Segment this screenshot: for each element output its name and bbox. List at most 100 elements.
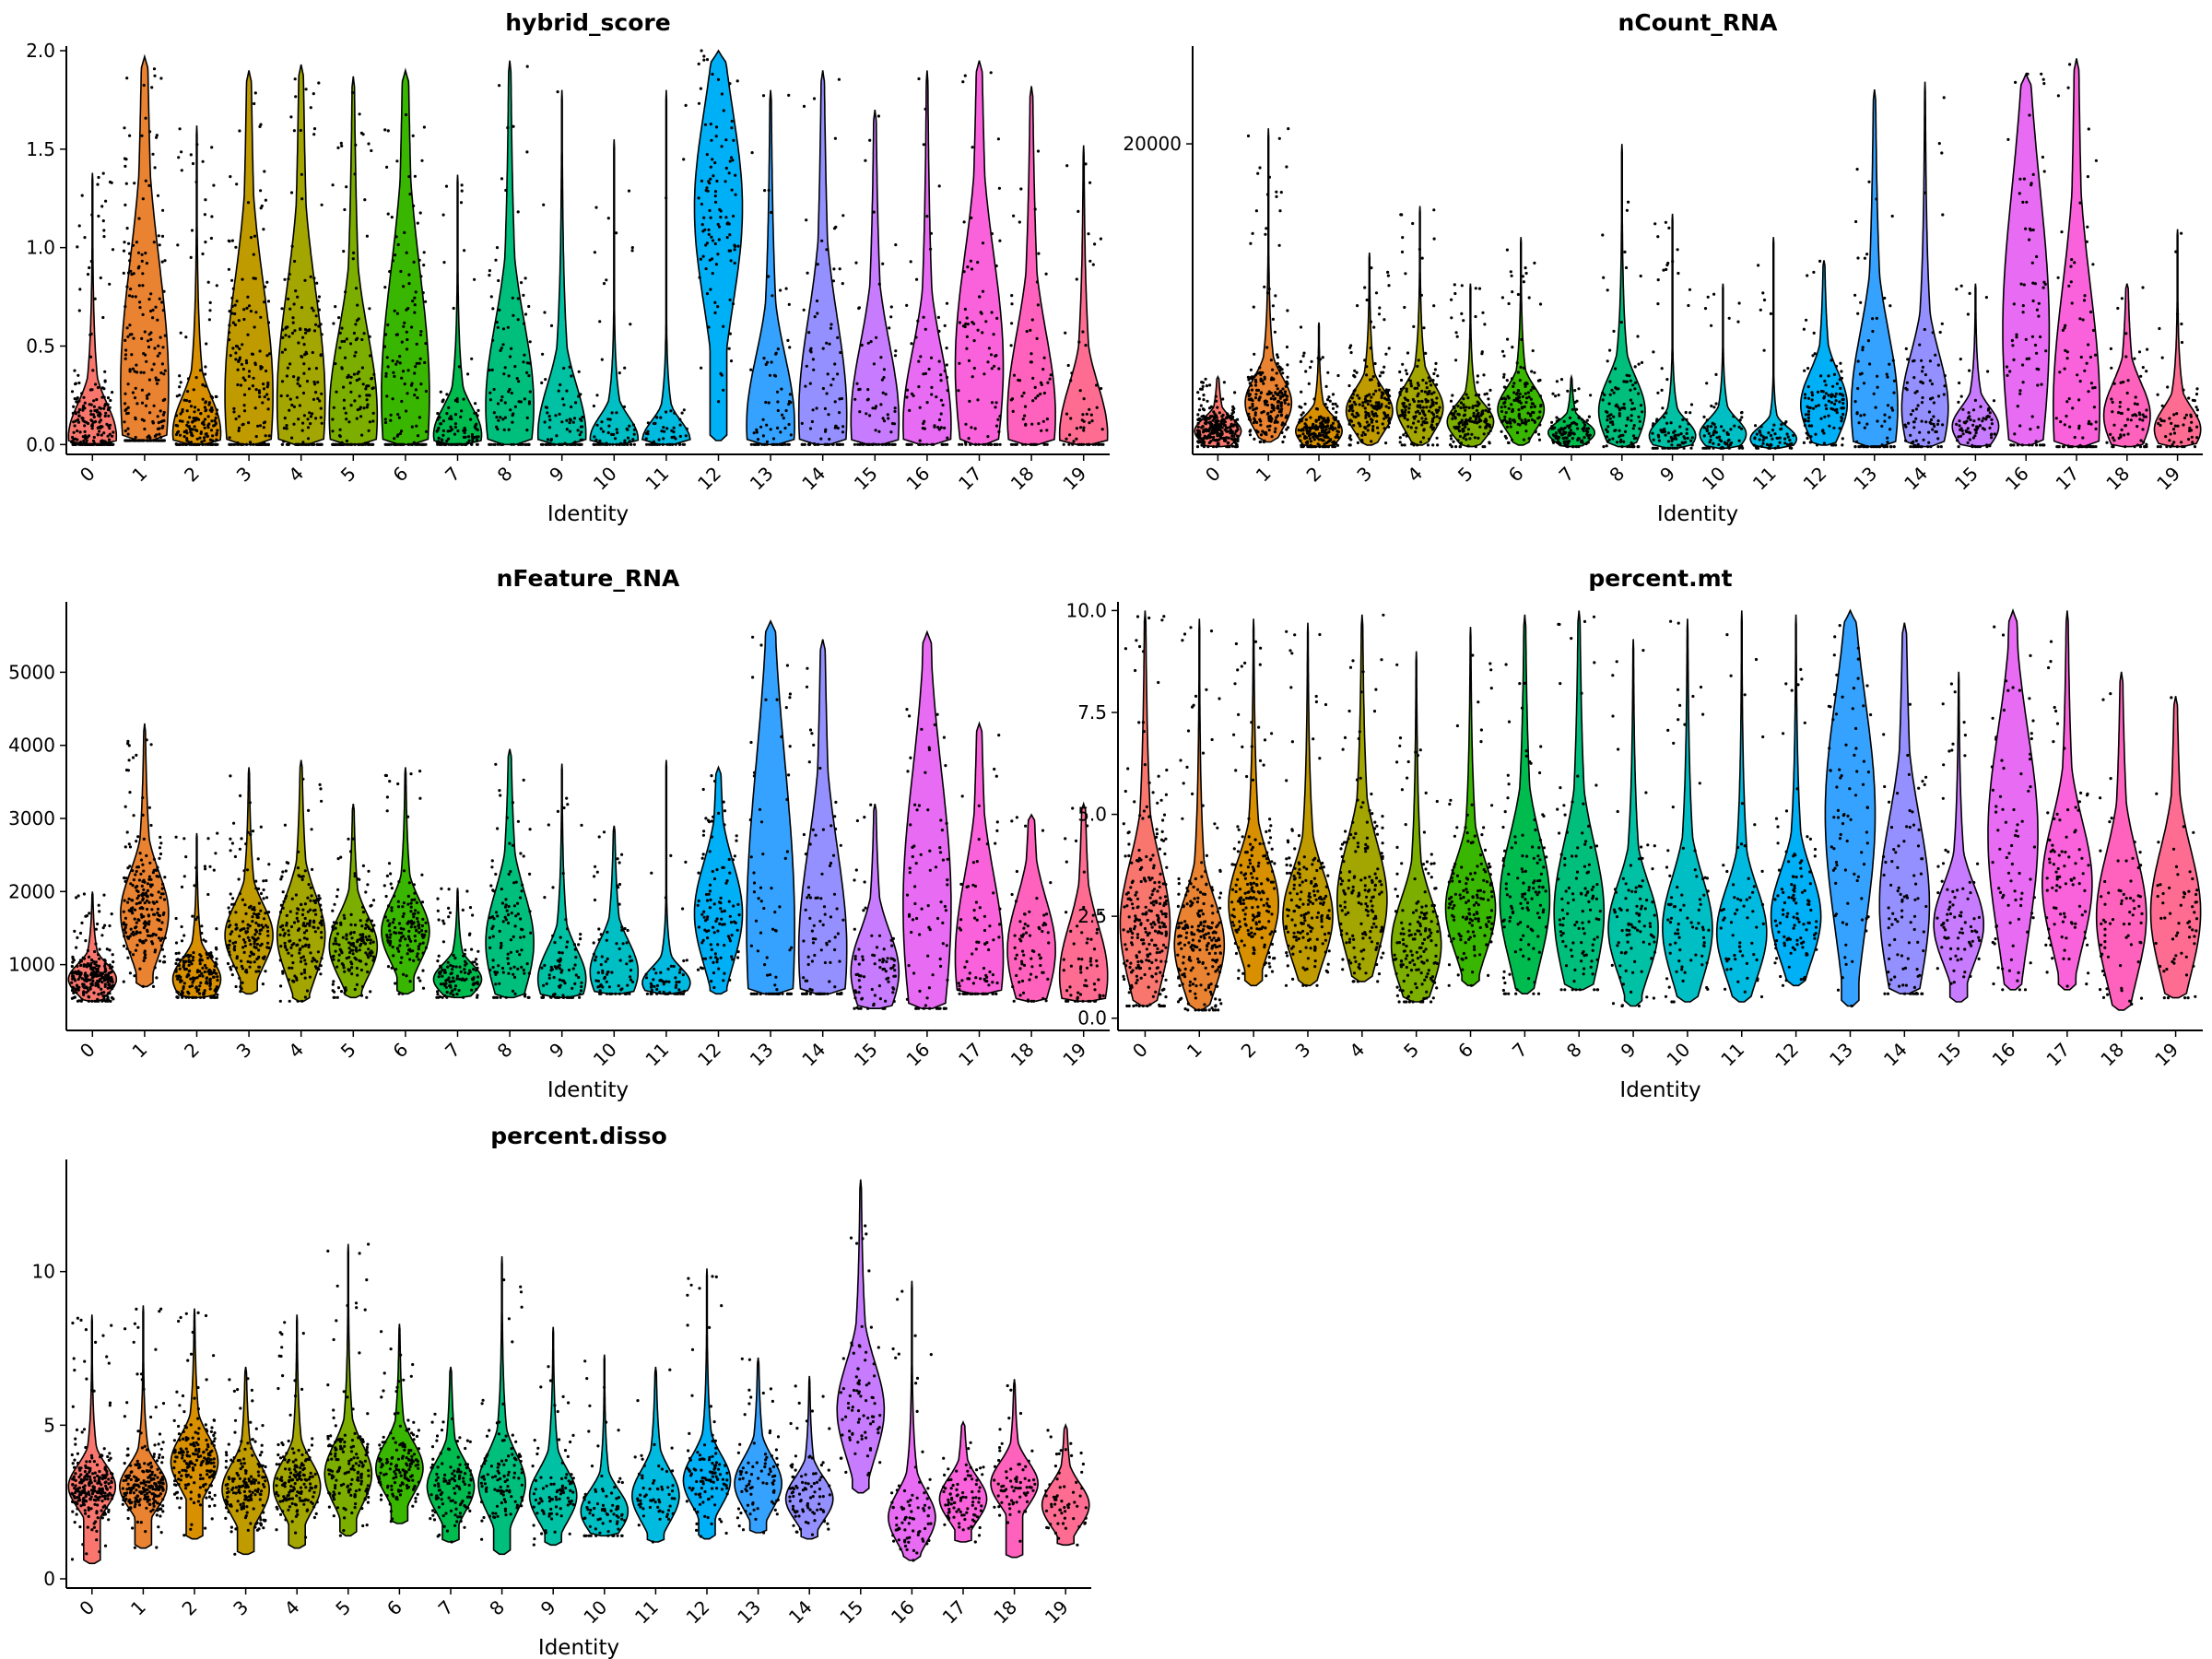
data-point	[73, 397, 76, 401]
data-point	[2086, 225, 2089, 229]
data-point	[1089, 413, 1093, 417]
data-point	[2070, 258, 2074, 262]
data-point	[727, 347, 731, 350]
data-point	[188, 416, 192, 419]
data-point	[1417, 392, 1420, 395]
data-point	[977, 442, 981, 446]
data-point	[133, 396, 137, 400]
data-point	[361, 382, 365, 386]
data-point	[528, 340, 532, 344]
data-point	[103, 404, 107, 407]
data-point	[302, 371, 306, 375]
x-tick-label: 10	[1698, 463, 1730, 495]
data-point	[416, 434, 420, 438]
data-point	[1254, 380, 1258, 384]
data-point	[289, 191, 294, 194]
data-point	[1380, 394, 1383, 397]
data-point	[453, 413, 458, 417]
data-point	[1607, 438, 1611, 441]
data-point	[383, 128, 387, 132]
data-point	[1325, 424, 1330, 428]
data-point	[319, 416, 323, 419]
data-point	[1234, 442, 1239, 446]
data-point	[1942, 96, 1946, 100]
data-point	[2031, 228, 2035, 232]
data-point	[1608, 417, 1612, 420]
data-point	[1611, 422, 1615, 427]
data-point	[614, 437, 618, 441]
data-point	[1620, 445, 1624, 449]
data-point	[1477, 394, 1481, 397]
data-point	[1380, 371, 1383, 374]
data-point	[1475, 408, 1478, 412]
data-point	[93, 420, 97, 424]
data-point	[733, 248, 736, 252]
data-point	[159, 335, 162, 339]
data-point	[253, 406, 257, 410]
data-point	[259, 123, 263, 126]
data-point	[279, 394, 283, 398]
data-point	[311, 350, 314, 355]
data-point	[103, 414, 107, 418]
data-point	[1920, 419, 1924, 423]
data-point	[349, 390, 353, 394]
data-point	[1610, 388, 1614, 392]
data-point	[383, 442, 387, 446]
data-point	[1855, 168, 1859, 171]
data-point	[247, 370, 252, 373]
data-point	[682, 408, 686, 412]
data-point	[345, 439, 348, 442]
data-point	[1369, 320, 1373, 324]
data-point	[1865, 445, 1869, 449]
data-point	[287, 297, 290, 300]
data-point	[1249, 241, 1253, 245]
data-point	[623, 441, 627, 444]
data-point	[424, 300, 428, 303]
data-point	[1505, 379, 1509, 382]
data-point	[159, 371, 163, 375]
data-point	[299, 128, 302, 133]
data-point	[504, 188, 508, 193]
data-point	[1827, 374, 1830, 378]
data-point	[630, 249, 634, 253]
data-point	[1347, 383, 1351, 388]
data-point	[369, 354, 372, 358]
data-point	[106, 408, 111, 412]
data-point	[1605, 444, 1608, 448]
data-point	[441, 419, 445, 423]
data-point	[204, 372, 207, 376]
data-point	[1663, 416, 1666, 419]
data-point	[1309, 416, 1312, 419]
data-point	[215, 412, 218, 416]
data-point	[1759, 308, 1762, 312]
data-point	[361, 133, 365, 136]
data-point	[1481, 412, 1485, 416]
data-point	[445, 439, 449, 443]
data-point	[1670, 443, 1674, 447]
data-point	[1428, 437, 1431, 441]
data-point	[1331, 445, 1335, 449]
data-point	[1918, 343, 1922, 347]
data-point	[780, 387, 783, 391]
data-point	[1652, 446, 1655, 450]
data-point	[937, 428, 941, 431]
data-point	[252, 442, 255, 446]
data-point	[122, 271, 125, 275]
data-point	[193, 425, 196, 429]
data-point	[230, 304, 234, 308]
data-point	[159, 76, 163, 80]
data-point	[815, 299, 819, 303]
data-point	[551, 442, 556, 446]
x-tick-label: 16	[2001, 463, 2033, 495]
data-point	[1213, 415, 1217, 419]
data-point	[508, 355, 512, 359]
data-point	[1909, 433, 1912, 437]
data-point	[768, 373, 772, 377]
data-point	[1920, 381, 1924, 384]
data-point	[435, 429, 439, 433]
data-point	[816, 312, 819, 315]
data-point	[148, 411, 152, 415]
data-point	[707, 325, 711, 329]
data-point	[471, 437, 475, 441]
data-point	[1366, 399, 1370, 403]
